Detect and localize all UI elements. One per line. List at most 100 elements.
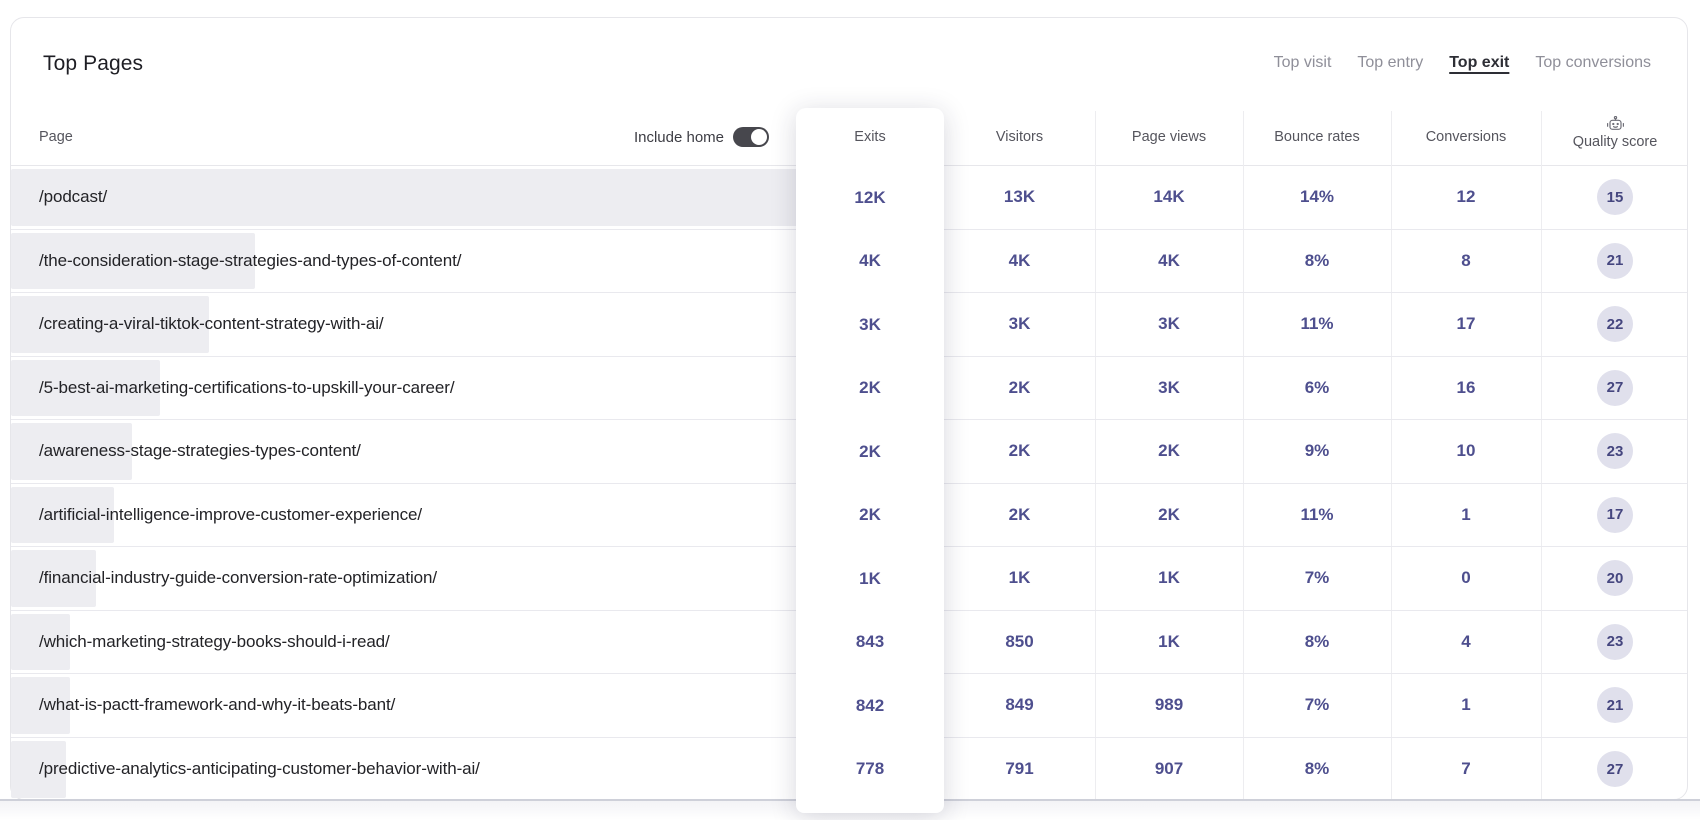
- quality-score-cell: 27: [1541, 738, 1689, 802]
- column-header-quality-score-label: Quality score: [1572, 134, 1658, 150]
- column-header-bounce-rates: Bounce rates: [1274, 129, 1360, 145]
- conversions-value: 17: [1456, 314, 1476, 334]
- robot-icon: [1606, 116, 1624, 130]
- row-magnitude-bar: [11, 740, 66, 798]
- page-url[interactable]: /podcast/: [39, 187, 108, 207]
- exits-value: 1K: [859, 568, 881, 588]
- row-magnitude-bar: [11, 296, 209, 353]
- page-url[interactable]: /awareness-stage-strategies-types-conten…: [39, 441, 361, 461]
- bounce-rate-value: 8%: [1304, 759, 1330, 779]
- include-home-toggle[interactable]: [733, 127, 769, 147]
- visitors-value: 1K: [1008, 568, 1031, 588]
- bounce-rate-value: 8%: [1304, 631, 1330, 651]
- page-url[interactable]: /the-consideration-stage-strategies-and-…: [39, 250, 462, 270]
- column-divider: [1243, 111, 1244, 799]
- table-row[interactable]: /which-marketing-strategy-books-should-i…: [11, 611, 1689, 674]
- quality-score-badge: 20: [1597, 560, 1633, 597]
- visitors-value: 850: [1005, 631, 1034, 651]
- page-views-value: 1K: [1158, 631, 1180, 651]
- column-divider: [1391, 111, 1392, 799]
- exits-value: 12K: [854, 187, 886, 207]
- include-home-label: Include home: [633, 128, 724, 146]
- visitors-value: 2K: [1008, 504, 1031, 524]
- quality-score-badge: 27: [1597, 369, 1633, 406]
- tab-top-conversions[interactable]: Top conversions: [1535, 54, 1651, 71]
- exits-value: 778: [855, 759, 885, 779]
- page-url[interactable]: /predictive-analytics-anticipating-custo…: [39, 759, 480, 779]
- column-header-page-views: Page views: [1131, 129, 1207, 145]
- table-row[interactable]: /predictive-analytics-anticipating-custo…: [11, 738, 1687, 802]
- bounce-rate-value: 6%: [1304, 377, 1330, 397]
- column-header-quality-score: Quality score: [1541, 109, 1689, 165]
- exits-value: 3K: [859, 314, 881, 334]
- quality-score-cell: 23: [1541, 420, 1689, 483]
- page-url[interactable]: /artificial-intelligence-improve-custome…: [39, 504, 423, 524]
- sort-tabs: Top visit Top entry Top exit Top convers…: [1274, 54, 1651, 72]
- page-url[interactable]: /financial-industry-guide-conversion-rat…: [39, 568, 437, 588]
- row-magnitude-bar: [11, 550, 96, 607]
- visitors-value: 849: [1005, 695, 1034, 715]
- table-row[interactable]: /creating-a-viral-tiktok-content-strateg…: [11, 293, 1687, 357]
- page-url[interactable]: /what-is-pactt-framework-and-why-it-beat…: [39, 695, 396, 715]
- exits-column-card: Exits 12K 4K 3K 2K 2K 2K 1K 843 842 778: [796, 108, 944, 813]
- conversions-value: 8: [1461, 250, 1471, 270]
- conversions-value: 1: [1461, 695, 1471, 715]
- tab-top-exit[interactable]: Top exit: [1449, 54, 1510, 71]
- quality-score-cell: 27: [1541, 357, 1689, 420]
- toggle-knob: [751, 129, 767, 145]
- quality-score-cell: 22: [1541, 293, 1689, 356]
- visitors-value: 2K: [1008, 377, 1031, 397]
- row-magnitude-bar: [11, 423, 132, 480]
- bounce-rate-value: 7%: [1304, 695, 1330, 715]
- conversions-value: 1: [1461, 504, 1471, 524]
- bounce-rate-value: 8%: [1304, 250, 1330, 270]
- quality-score-cell: 15: [1541, 166, 1689, 229]
- visitors-value: 791: [1005, 759, 1034, 779]
- exits-value: 4K: [859, 251, 881, 271]
- quality-score-cell: 21: [1541, 674, 1689, 737]
- page-views-value: 3K: [1158, 377, 1180, 397]
- tab-top-entry[interactable]: Top entry: [1357, 54, 1424, 71]
- conversions-value: 12: [1456, 187, 1476, 207]
- column-header-exits: Exits: [854, 129, 886, 145]
- column-header-conversions: Conversions: [1425, 129, 1507, 145]
- table-body: /podcast/ 13K 14K 14% 12 15 /the-conside…: [11, 166, 1687, 799]
- exits-value: 843: [855, 632, 885, 652]
- page-views-value: 14K: [1153, 187, 1185, 207]
- page-views-value: 2K: [1158, 441, 1180, 461]
- column-divider: [1095, 111, 1096, 799]
- page-url[interactable]: /creating-a-viral-tiktok-content-strateg…: [39, 314, 384, 334]
- conversions-value: 16: [1456, 377, 1476, 397]
- conversions-value: 0: [1461, 568, 1471, 588]
- row-magnitude-bar: [11, 232, 255, 289]
- page-url[interactable]: /which-marketing-strategy-books-should-i…: [39, 631, 390, 651]
- bounce-rate-value: 11%: [1300, 504, 1334, 524]
- quality-score-cell: 20: [1541, 547, 1689, 610]
- quality-score-badge: 15: [1597, 179, 1633, 216]
- row-magnitude-bar: [11, 613, 70, 670]
- quality-score-cell: 23: [1541, 611, 1689, 674]
- page-views-value: 907: [1154, 759, 1184, 779]
- table-row[interactable]: /artificial-intelligence-improve-custome…: [11, 484, 1687, 547]
- conversions-value: 7: [1461, 759, 1471, 779]
- page-views-value: 1K: [1158, 568, 1180, 588]
- page-url[interactable]: /5-best-ai-marketing-certifications-to-u…: [39, 377, 455, 397]
- page-title: Top Pages: [43, 52, 144, 75]
- quality-score-badge: 23: [1597, 623, 1633, 660]
- tab-top-visit[interactable]: Top visit: [1273, 54, 1332, 71]
- table-row[interactable]: /what-is-pactt-framework-and-why-it-beat…: [11, 674, 1687, 738]
- exits-value: 2K: [859, 441, 881, 461]
- visitors-value: 3K: [1008, 314, 1031, 334]
- page-views-value: 4K: [1158, 250, 1180, 270]
- exits-values: 12K 4K 3K 2K 2K 2K 1K 843 842 778: [796, 166, 944, 801]
- row-magnitude-bar: [11, 677, 70, 734]
- top-pages-card: Top Pages Top visit Top entry Top exit T…: [10, 17, 1689, 813]
- bounce-rate-value: 11%: [1300, 314, 1334, 334]
- quality-score-badge: 27: [1597, 751, 1633, 788]
- page-views-value: 2K: [1158, 504, 1180, 524]
- quality-score-badge: 21: [1597, 242, 1633, 279]
- quality-score-badge: 21: [1597, 687, 1633, 724]
- bounce-rate-value: 9%: [1304, 441, 1330, 461]
- column-header-page: Page: [39, 129, 73, 145]
